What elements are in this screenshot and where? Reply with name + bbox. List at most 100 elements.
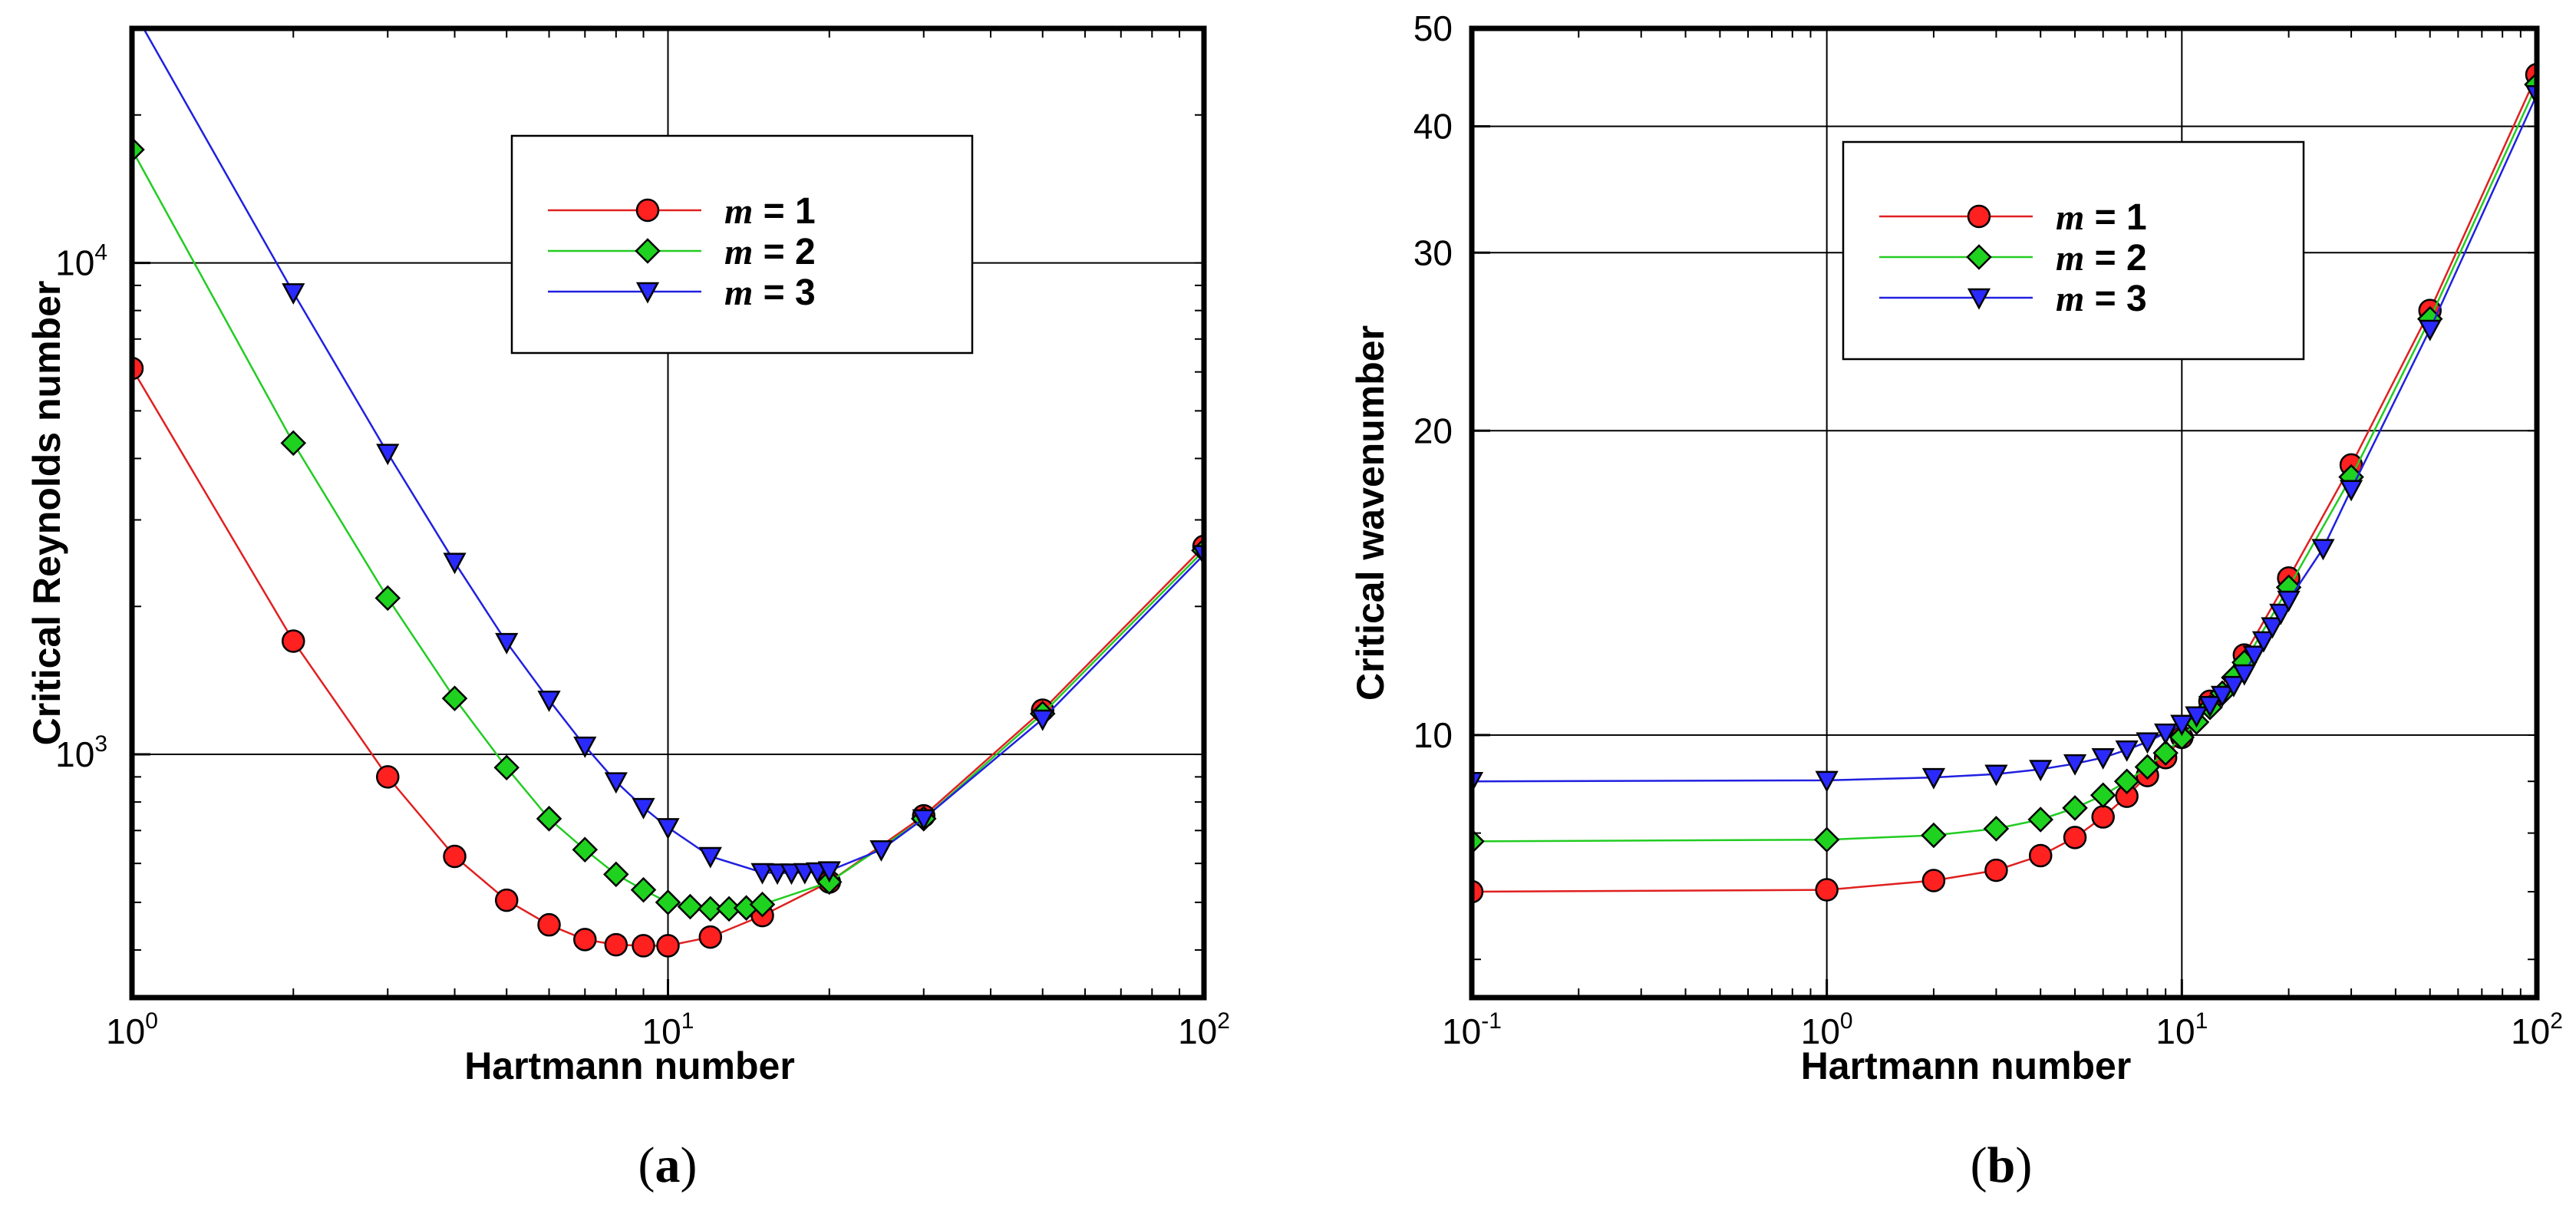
series-m3-point <box>2311 539 2335 561</box>
legend-equals: = <box>2084 197 2126 238</box>
legend-equals: = <box>2084 238 2126 279</box>
legend-var: m <box>2056 238 2084 279</box>
series-m2-point <box>2027 807 2053 833</box>
legend-marker <box>635 282 660 304</box>
y-tick-label: 40 <box>1413 107 1453 147</box>
x-tick-label: 10-1 <box>1442 1008 1502 1051</box>
x-tick-label: 100 <box>106 1008 158 1051</box>
panel-label: (b) <box>1971 1137 2033 1193</box>
series-m1-point <box>282 629 305 653</box>
series-m2-point <box>749 891 776 918</box>
x-tick-base: 10 <box>1442 1011 1481 1051</box>
x-tick-exponent: 1 <box>2195 1008 2208 1034</box>
legend-value: 3 <box>2126 279 2147 319</box>
series-m3-point <box>2185 706 2208 728</box>
legend-item-m3: m = 3 <box>548 272 816 313</box>
series-m3-point <box>2136 732 2159 754</box>
series-m1-point <box>443 844 467 869</box>
legend-label: m = 1 <box>2056 197 2147 238</box>
legend-marker <box>635 198 660 223</box>
x-tick-label: 102 <box>1178 1008 1230 1051</box>
series-m2-point <box>1921 822 1947 849</box>
series-m2 <box>1472 71 2537 855</box>
series-m2-point <box>2062 795 2088 821</box>
series-m1-point <box>494 888 519 912</box>
series-m3-point <box>2269 603 2293 625</box>
y-tick-base: 10 <box>55 734 94 774</box>
series-m1-point <box>656 934 680 958</box>
series-m3-point <box>2418 319 2442 341</box>
y-tick-exponent: 3 <box>94 731 107 757</box>
x-tick-base: 10 <box>642 1011 681 1051</box>
series-m3-point <box>604 772 628 794</box>
series-m3-point <box>2198 695 2222 718</box>
legend-box <box>510 134 974 355</box>
x-tick-base: 10 <box>1801 1011 1840 1051</box>
series-m2-point <box>441 685 468 711</box>
series-m1-point <box>2063 826 2087 849</box>
x-tick-exponent: 2 <box>2550 1008 2563 1034</box>
series-m2-point <box>603 861 629 888</box>
legend-var: m <box>2056 279 2084 319</box>
legend-equals: = <box>753 191 795 232</box>
x-tick-exponent: 0 <box>145 1008 158 1034</box>
y-tick-label: 10 <box>1413 715 1453 755</box>
legend-value: 3 <box>795 272 816 313</box>
series-m1-point <box>1815 878 1839 902</box>
legend-label: m = 3 <box>2056 279 2147 319</box>
y-axis-title: Critical wavenumber <box>1349 325 1392 701</box>
x-tick-label: 101 <box>642 1008 694 1051</box>
series-m2-point <box>2169 724 2195 751</box>
series-m3-point <box>2115 740 2139 762</box>
legend: m = 1m = 2m = 3 <box>510 134 974 355</box>
y-tick-base: 10 <box>55 243 94 283</box>
series-m3-point <box>2154 723 2178 745</box>
series-m3-point <box>376 444 400 466</box>
x-tick-base: 10 <box>106 1011 145 1051</box>
series-m1-point <box>698 925 723 949</box>
legend-item-m1: m = 1 <box>1879 197 2147 238</box>
series-m1-point <box>1984 858 2008 882</box>
legend-marker <box>1966 244 1992 270</box>
series-m3-point <box>282 283 305 305</box>
series-m3-point <box>632 797 655 820</box>
series-m2-point <box>2134 754 2161 780</box>
series-m3-point <box>1031 709 1054 731</box>
series-m3-point <box>2210 685 2235 708</box>
series-m2-point <box>677 893 704 920</box>
legend-marker <box>1967 288 1991 310</box>
legend-label: m = 2 <box>724 232 816 272</box>
series-m3-point <box>2261 617 2284 639</box>
series-m2-point <box>2089 782 2116 809</box>
legend-item-m2: m = 2 <box>548 232 816 272</box>
series-m3 <box>142 28 1204 886</box>
plot-frame <box>1469 25 2540 1001</box>
x-tick-exponent: 2 <box>1217 1008 1230 1034</box>
series-m1-point <box>573 928 597 952</box>
x-tick-label: 100 <box>1801 1008 1853 1051</box>
series-m1-point <box>1921 869 1946 892</box>
legend-value: 2 <box>2126 238 2147 279</box>
series-m3-point <box>2339 480 2363 502</box>
panel-label-letter: a <box>655 1137 681 1193</box>
legend-value: 1 <box>795 191 816 232</box>
series-m1-point <box>632 934 655 958</box>
y-tick-label: 104 <box>55 240 107 283</box>
series-m2-point <box>630 876 657 903</box>
legend-item-m2: m = 2 <box>1879 238 2147 279</box>
x-tick-exponent: -1 <box>1481 1008 1502 1034</box>
y-tick-exponent: 4 <box>94 240 107 266</box>
series-m1-point <box>604 932 628 957</box>
series-m3-point <box>1921 767 1946 790</box>
series-m2-point <box>1813 826 1840 853</box>
legend-var: m <box>2056 197 2084 238</box>
panel-label-letter: b <box>1987 1137 2016 1193</box>
series-m3-point <box>2221 675 2246 698</box>
plot-frame <box>129 25 1207 1001</box>
panel-label-open: ( <box>638 1137 655 1193</box>
series-m3-point <box>2063 754 2087 776</box>
series-m2-point <box>655 889 681 915</box>
